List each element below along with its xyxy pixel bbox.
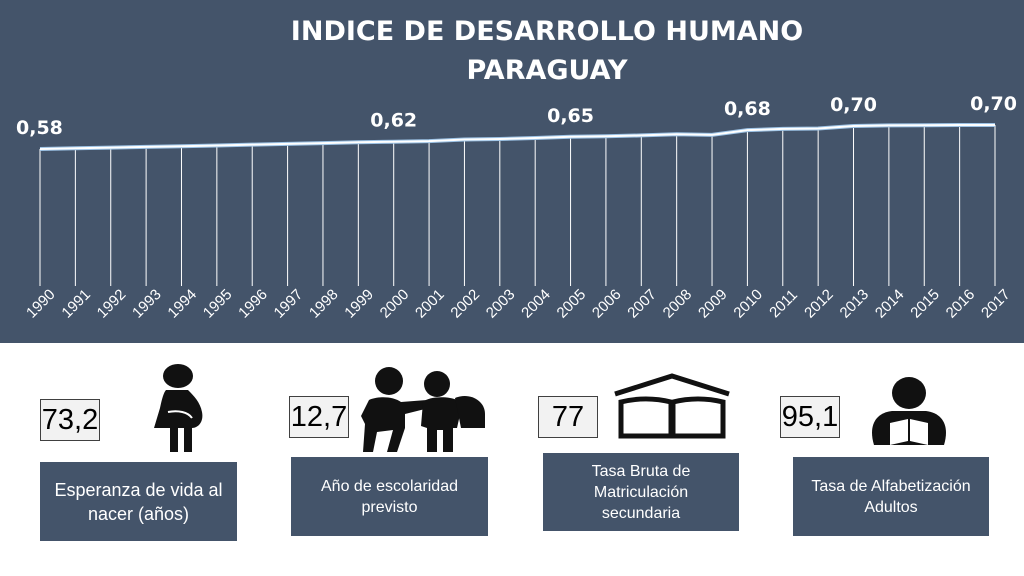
label-schooling: Año de escolaridad previsto: [291, 457, 488, 536]
x-tick-label: 1995: [200, 286, 236, 322]
stat-value-life-expectancy: 73,2: [40, 399, 100, 441]
x-axis-ticks: 1990 1991 1992 1993 1994 1995 1996 1997 1998 1999…: [23, 286, 1014, 322]
x-tick-label: 2005: [554, 286, 590, 322]
x-tick-label: 1998: [306, 286, 342, 322]
x-tick-label: 2015: [907, 286, 943, 322]
x-tick-label: 2009: [695, 286, 731, 322]
x-tick-label: 2010: [730, 286, 766, 322]
stat-value-enrollment: 77: [538, 396, 598, 438]
label-enrollment: Tasa Bruta de Matriculación secundaria: [543, 453, 739, 531]
x-tick-label: 2012: [801, 286, 837, 322]
chart-subtitle: PARAGUAY: [466, 55, 627, 86]
data-label: 0,65: [547, 105, 594, 127]
x-tick-label: 1997: [271, 286, 307, 322]
label-literacy: Tasa de Alfabetización Adultos: [793, 457, 989, 536]
x-tick-label: 1992: [94, 286, 130, 322]
x-tick-label: 2001: [412, 286, 448, 322]
drop-lines: [39, 125, 996, 286]
data-label: 0,58: [16, 117, 63, 139]
hdi-line-chart: INDICE DE DESARROLLO HUMANO PARAGUAY 199…: [16, 16, 1017, 322]
label-life-expectancy: Esperanza de vida al nacer (años): [40, 462, 237, 541]
x-tick-label: 2000: [377, 286, 413, 322]
x-tick-label: 1999: [341, 286, 377, 322]
x-tick-label: 2016: [943, 286, 979, 322]
hdi-series: [39, 123, 995, 151]
data-label: 0,70: [970, 93, 1017, 115]
data-label: 0,62: [370, 110, 417, 132]
data-label: 0,68: [724, 98, 771, 120]
x-tick-label: 1996: [235, 286, 271, 322]
x-tick-label: 2011: [766, 286, 801, 321]
data-label: 0,70: [830, 94, 877, 116]
person-reading-icon: [872, 377, 946, 445]
x-tick-label: 2007: [624, 286, 660, 322]
x-tick-label: 1994: [164, 286, 200, 322]
x-tick-label: 2002: [447, 286, 483, 322]
chart-title: INDICE DE DESARROLLO HUMANO: [291, 16, 803, 47]
x-tick-label: 2004: [518, 286, 554, 322]
x-tick-label: 2008: [660, 286, 696, 322]
adult-child-school-icon: [361, 367, 485, 452]
data-labels: 0,58 0,62 0,65 0,68 0,70 0,70: [16, 93, 1017, 139]
pregnant-woman-icon: [154, 364, 203, 452]
stat-value-literacy: 95,1: [780, 396, 840, 438]
x-tick-label: 2014: [872, 286, 908, 322]
x-tick-label: 2006: [589, 286, 625, 322]
x-tick-label: 1990: [23, 286, 59, 322]
series-line: [39, 124, 995, 150]
chart-panel: INDICE DE DESARROLLO HUMANO PARAGUAY 199…: [0, 0, 1024, 343]
x-tick-label: 2003: [483, 286, 519, 322]
x-tick-label: 1991: [58, 286, 94, 322]
x-tick-label: 1993: [129, 286, 165, 322]
open-book-school-icon: [614, 373, 730, 439]
x-tick-label: 2017: [978, 286, 1014, 322]
stat-value-schooling: 12,7: [289, 396, 349, 438]
x-tick-label: 2013: [837, 286, 873, 322]
